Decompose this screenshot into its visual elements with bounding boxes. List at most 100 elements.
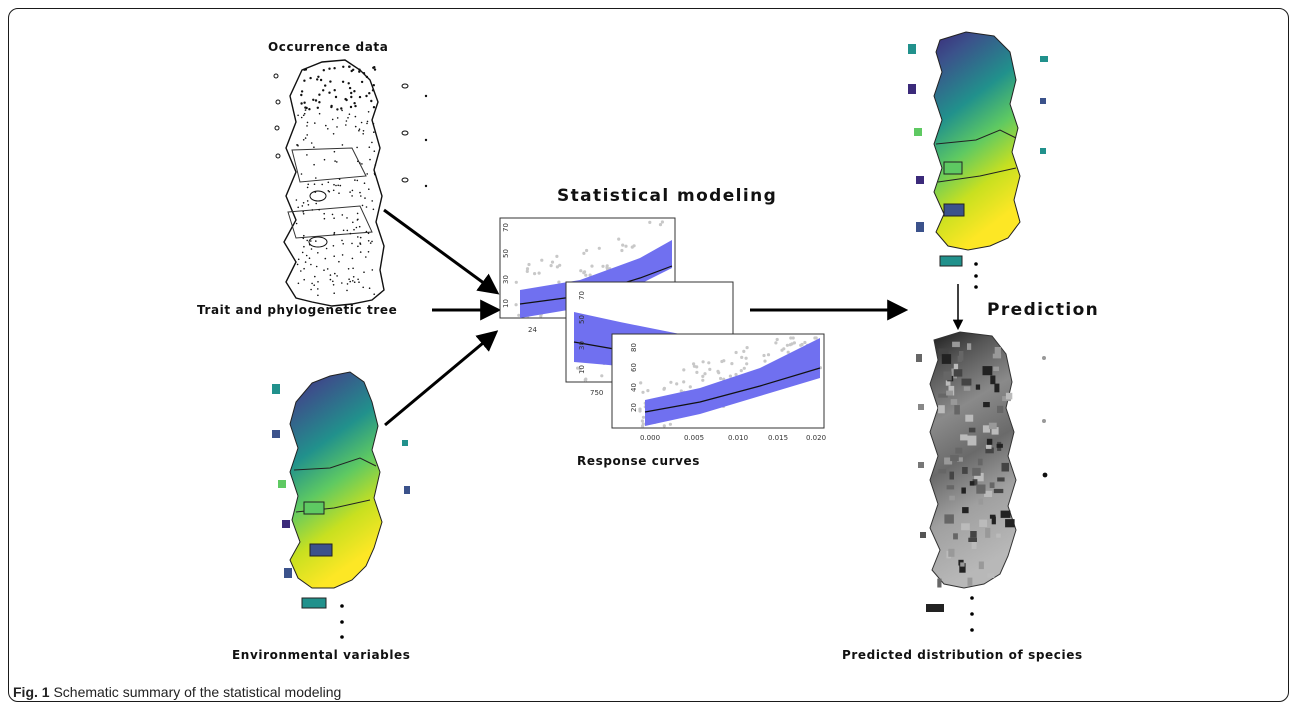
scatter-point (692, 362, 696, 366)
map-cell (963, 386, 971, 391)
map-cell (938, 393, 948, 398)
occurrence-point (356, 219, 359, 221)
occurrence-point (302, 211, 305, 213)
occurrence-point (358, 225, 361, 228)
occurrence-point (346, 229, 349, 232)
occurrence-point (349, 105, 353, 109)
occurrence-point (306, 134, 309, 136)
scatter-point (695, 370, 699, 374)
occurrence-point (373, 150, 376, 152)
occurrence-point (333, 67, 336, 70)
occurrence-point (349, 191, 351, 193)
scatter-point (582, 251, 586, 255)
map-cell (946, 390, 953, 396)
scatter-point (555, 265, 560, 269)
occurrence-point (331, 118, 334, 121)
occurrence-point (296, 263, 299, 266)
occurrence-point (372, 106, 376, 109)
occurrence-point (317, 75, 320, 79)
occurrence-point (369, 158, 371, 161)
occurrence-point (310, 240, 312, 242)
scatter-point (514, 280, 518, 284)
map-cell (962, 507, 969, 514)
occurrence-point (303, 267, 305, 270)
occurrence-point (313, 163, 315, 166)
scatter-point (695, 365, 699, 369)
occurrence-point (303, 68, 306, 71)
p3-ytick: 80 (630, 343, 638, 352)
scatter-point (525, 269, 529, 273)
predicted-distribution-label: Predicted distribution of species (842, 648, 1083, 662)
map-cell (988, 422, 997, 430)
occurrence-point (357, 160, 359, 163)
map-cell (938, 405, 945, 414)
scatter-point (640, 419, 645, 423)
map-cell (952, 341, 960, 348)
scatter-point (701, 378, 705, 382)
occurrence-point (325, 247, 328, 250)
map-cell (985, 527, 991, 538)
scatter-point (525, 267, 530, 271)
occurrence-point (373, 172, 376, 174)
occurrence-point (360, 195, 362, 197)
occurrence-point (300, 270, 302, 272)
scatter-point (641, 390, 645, 394)
map-cell (967, 435, 977, 446)
occurrence-point (342, 243, 345, 245)
p1-ytick: 30 (502, 275, 510, 284)
p1-xtick: 24 (528, 326, 537, 334)
occurrence-point (300, 173, 303, 175)
scatter-point (579, 269, 583, 273)
map-cell (992, 353, 1002, 359)
map-cell (965, 414, 974, 422)
occurrence-point (341, 109, 343, 112)
scatter-point (766, 353, 771, 357)
map-cell (971, 539, 977, 549)
figure-number: Fig. 1 (13, 684, 50, 700)
scatter-point (785, 343, 790, 347)
occurrence-point (363, 182, 366, 184)
map-cell (960, 562, 965, 567)
prediction-ellipsis-dots-top (974, 262, 978, 289)
occurrence-point (374, 173, 376, 176)
map-cell (967, 577, 973, 586)
map-cell (972, 467, 981, 476)
occurrence-point (332, 284, 335, 286)
scatter-point (701, 374, 705, 378)
occurrence-point (335, 184, 337, 187)
occurrence-point (306, 200, 309, 202)
scatter-point (799, 343, 803, 347)
occurrence-point (314, 122, 316, 124)
occurrence-point (322, 69, 325, 72)
scatter-point (641, 424, 645, 428)
occurrence-point (371, 200, 374, 202)
scatter-point (638, 409, 642, 413)
occurrence-point (318, 208, 321, 211)
occurrence-point (313, 284, 316, 287)
occurrence-point (333, 89, 336, 92)
prediction-input-map (908, 31, 1048, 267)
map-cell (994, 347, 1001, 355)
scatter-point (537, 271, 541, 275)
p2-ytick: 30 (578, 341, 586, 350)
occurrence-point (367, 111, 370, 113)
occurrence-point (362, 133, 365, 135)
occurrence-point (323, 269, 325, 272)
occurrence-point (372, 123, 375, 125)
map-cell (959, 563, 966, 573)
scatter-point (621, 243, 625, 247)
occurrence-point (322, 89, 325, 92)
occurrence-point (336, 117, 339, 119)
occurrence-point (350, 95, 353, 99)
scatter-point (786, 350, 790, 354)
occurrence-point (307, 204, 310, 206)
occurrence-point (339, 184, 342, 187)
occurrence-point (348, 86, 352, 90)
scatter-point (719, 376, 723, 381)
occurrence-point (330, 105, 333, 109)
map-cell (945, 379, 951, 386)
occurrence-point (308, 257, 311, 260)
map-cell (990, 375, 996, 385)
occurrence-point (334, 160, 336, 162)
map-cell (976, 484, 986, 494)
